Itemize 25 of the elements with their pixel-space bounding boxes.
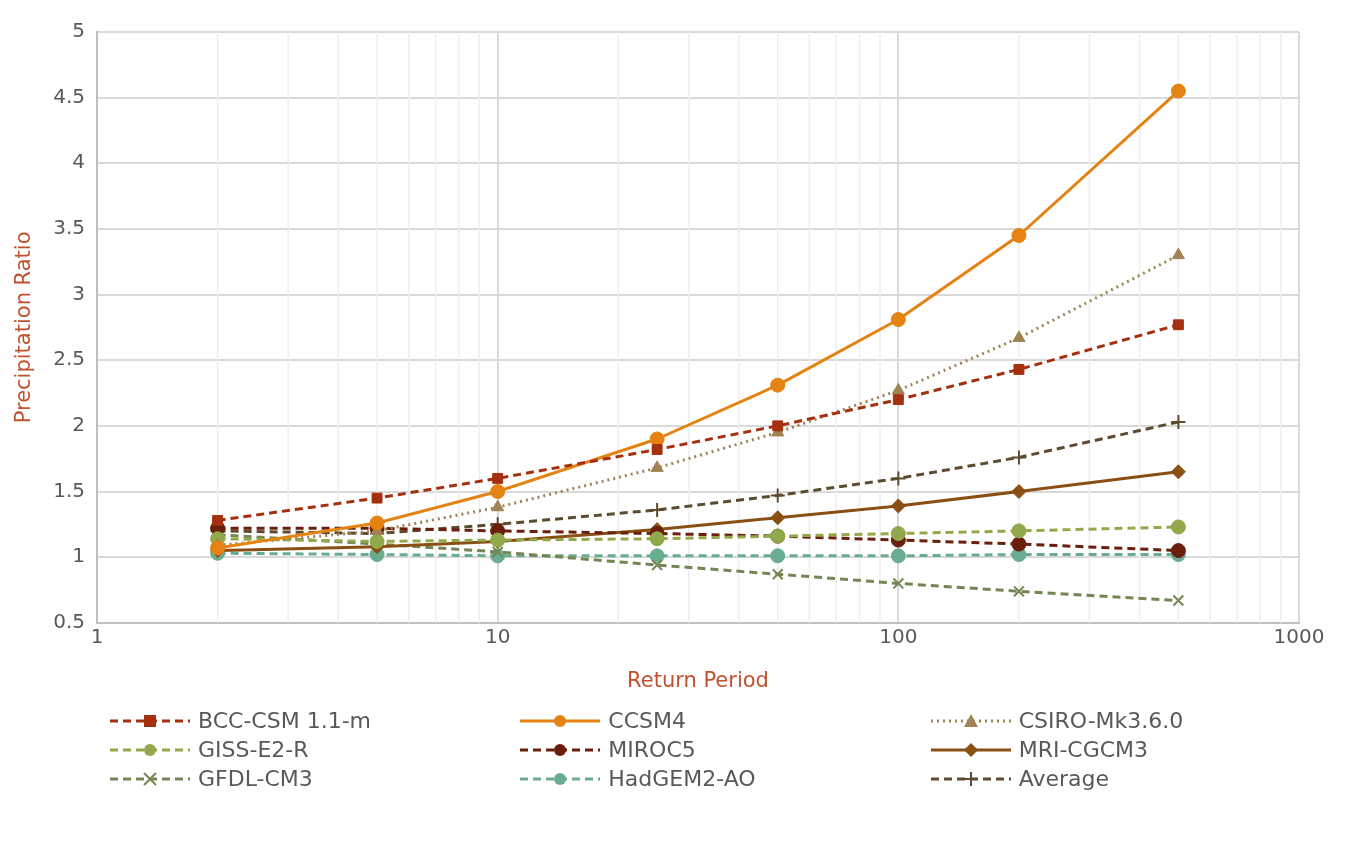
- x-tick-label: 10: [484, 624, 511, 648]
- y-tick-label: 5: [72, 18, 86, 43]
- y-tick-label: 0.5: [53, 609, 86, 633]
- legend-label: BCC-CSM 1.1-m: [198, 708, 372, 733]
- x-tick-label: 1000: [1273, 624, 1325, 648]
- x-axis-title: Return Period: [627, 667, 769, 692]
- legend-label: Average: [1018, 766, 1109, 791]
- legend-label: MIROC5: [608, 737, 696, 762]
- y-tick-label: 2: [72, 412, 86, 437]
- y-tick-label: 3.5: [53, 215, 86, 240]
- legend-label: CCSM4: [608, 708, 686, 733]
- y-tick-label: 2.5: [53, 346, 86, 371]
- y-tick-label: 3: [72, 280, 86, 305]
- legend-label: HadGEM2-AO: [608, 766, 756, 791]
- legend-label: CSIRO-Mk3.6.0: [1018, 708, 1184, 733]
- y-tick-label: 4.5: [53, 83, 86, 108]
- y-tick-label: 1.5: [53, 477, 86, 502]
- x-tick-label: 100: [879, 624, 918, 648]
- legend-label: GFDL-CM3: [198, 766, 313, 791]
- y-tick-label: 1: [72, 543, 86, 568]
- legend-label: GISS-E2-R: [198, 737, 309, 762]
- y-axis-title: Precipitation Ratio: [11, 231, 36, 424]
- x-tick-label: 1: [90, 624, 104, 648]
- legend-label: MRI-CGCM3: [1018, 737, 1149, 762]
- y-tick-label: 4: [72, 149, 86, 174]
